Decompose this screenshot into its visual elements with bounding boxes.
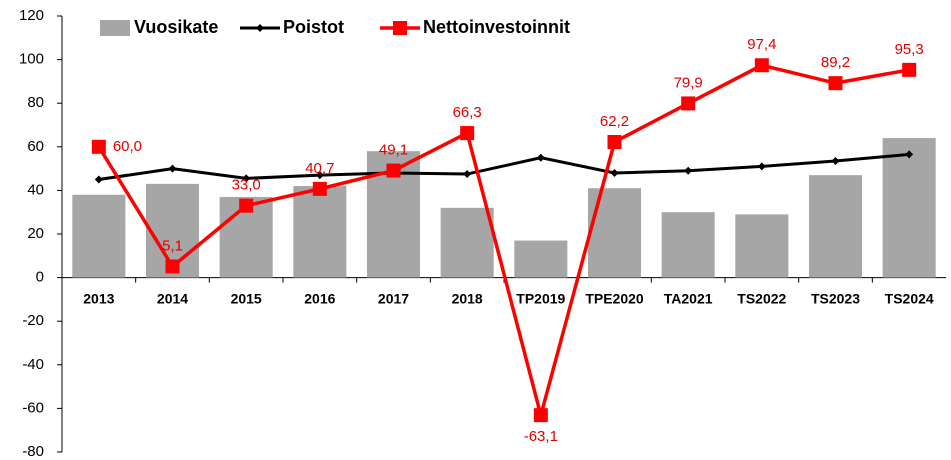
- y-tick-label: 120: [19, 7, 44, 24]
- marker: [828, 76, 843, 91]
- marker: [684, 166, 693, 175]
- marker: [754, 58, 769, 73]
- x-tick-label: TS2024: [885, 290, 934, 306]
- bar: [661, 212, 715, 278]
- x-tick-label: TP2019: [516, 290, 565, 306]
- y-tick-label: 60: [27, 138, 44, 155]
- marker: [312, 181, 327, 196]
- legend: Vuosikate Poistot Nettoinvestoinnit: [100, 17, 570, 37]
- y-tick-label: -20: [22, 312, 44, 329]
- y-tick-label: 100: [19, 51, 44, 68]
- marker: [386, 163, 401, 178]
- marker: [242, 174, 251, 183]
- x-tick-label: TA2021: [664, 290, 713, 306]
- marker: [94, 175, 103, 184]
- x-tick-label: 2018: [452, 290, 483, 306]
- x-tick-label: TPE2020: [585, 290, 644, 306]
- marker: [536, 153, 545, 162]
- data-label: -63,1: [524, 428, 558, 445]
- x-tick-label: 2017: [378, 290, 409, 306]
- bar: [587, 188, 642, 278]
- marker: [315, 171, 324, 180]
- y-tick-label: 20: [27, 225, 44, 242]
- marker: [168, 164, 177, 173]
- bar: [514, 240, 568, 278]
- legend-marker: [393, 21, 407, 35]
- marker: [905, 150, 914, 159]
- data-label: 95,3: [895, 41, 924, 58]
- bar: [808, 175, 863, 278]
- y-tick-label: -60: [22, 399, 44, 416]
- bar: [735, 214, 789, 278]
- marker: [902, 62, 917, 77]
- data-label: 33,0: [232, 177, 261, 194]
- data-label: 60,0: [113, 138, 142, 155]
- data-label: 49,1: [379, 142, 408, 159]
- legend-label: Nettoinvestoinnit: [423, 17, 570, 37]
- data-label: 89,2: [821, 54, 850, 71]
- bar: [440, 207, 494, 278]
- y-tick-label: -80: [22, 443, 44, 460]
- x-tick-label: 2015: [231, 290, 262, 306]
- y-tick-label: 0: [36, 269, 44, 286]
- line: [97, 63, 910, 422]
- x-tick-label: 2014: [157, 290, 188, 306]
- marker: [610, 168, 619, 177]
- data-label: 97,4: [747, 36, 776, 53]
- marker: [460, 126, 475, 141]
- y-tick-label: 40: [27, 181, 44, 198]
- bar: [882, 138, 936, 278]
- legend-label: Poistot: [283, 17, 344, 37]
- legend-swatch: [100, 20, 130, 36]
- marker: [239, 198, 254, 213]
- data-label: 40,7: [305, 160, 334, 177]
- marker: [533, 408, 548, 423]
- marker: [681, 96, 696, 111]
- y-tick-label: -40: [22, 356, 44, 373]
- marker: [831, 156, 840, 165]
- bar: [72, 194, 126, 278]
- legend-label: Vuosikate: [134, 17, 218, 37]
- marker: [91, 139, 106, 154]
- marker: [463, 170, 472, 179]
- legend-marker: [256, 24, 264, 32]
- data-label: 62,2: [600, 113, 629, 130]
- x-tick-label: 2013: [83, 290, 114, 306]
- y-tick-label: 80: [27, 94, 44, 111]
- marker: [607, 135, 622, 150]
- x-tick-label: TS2023: [811, 290, 860, 306]
- bar: [293, 186, 347, 278]
- marker: [165, 259, 180, 274]
- data-label: 79,9: [674, 74, 703, 91]
- x-tick-label: TS2022: [737, 290, 786, 306]
- data-label: 5,1: [162, 237, 183, 254]
- data-label: 66,3: [453, 104, 482, 121]
- line: [98, 152, 910, 181]
- marker: [757, 162, 766, 171]
- x-tick-label: 2016: [304, 290, 335, 306]
